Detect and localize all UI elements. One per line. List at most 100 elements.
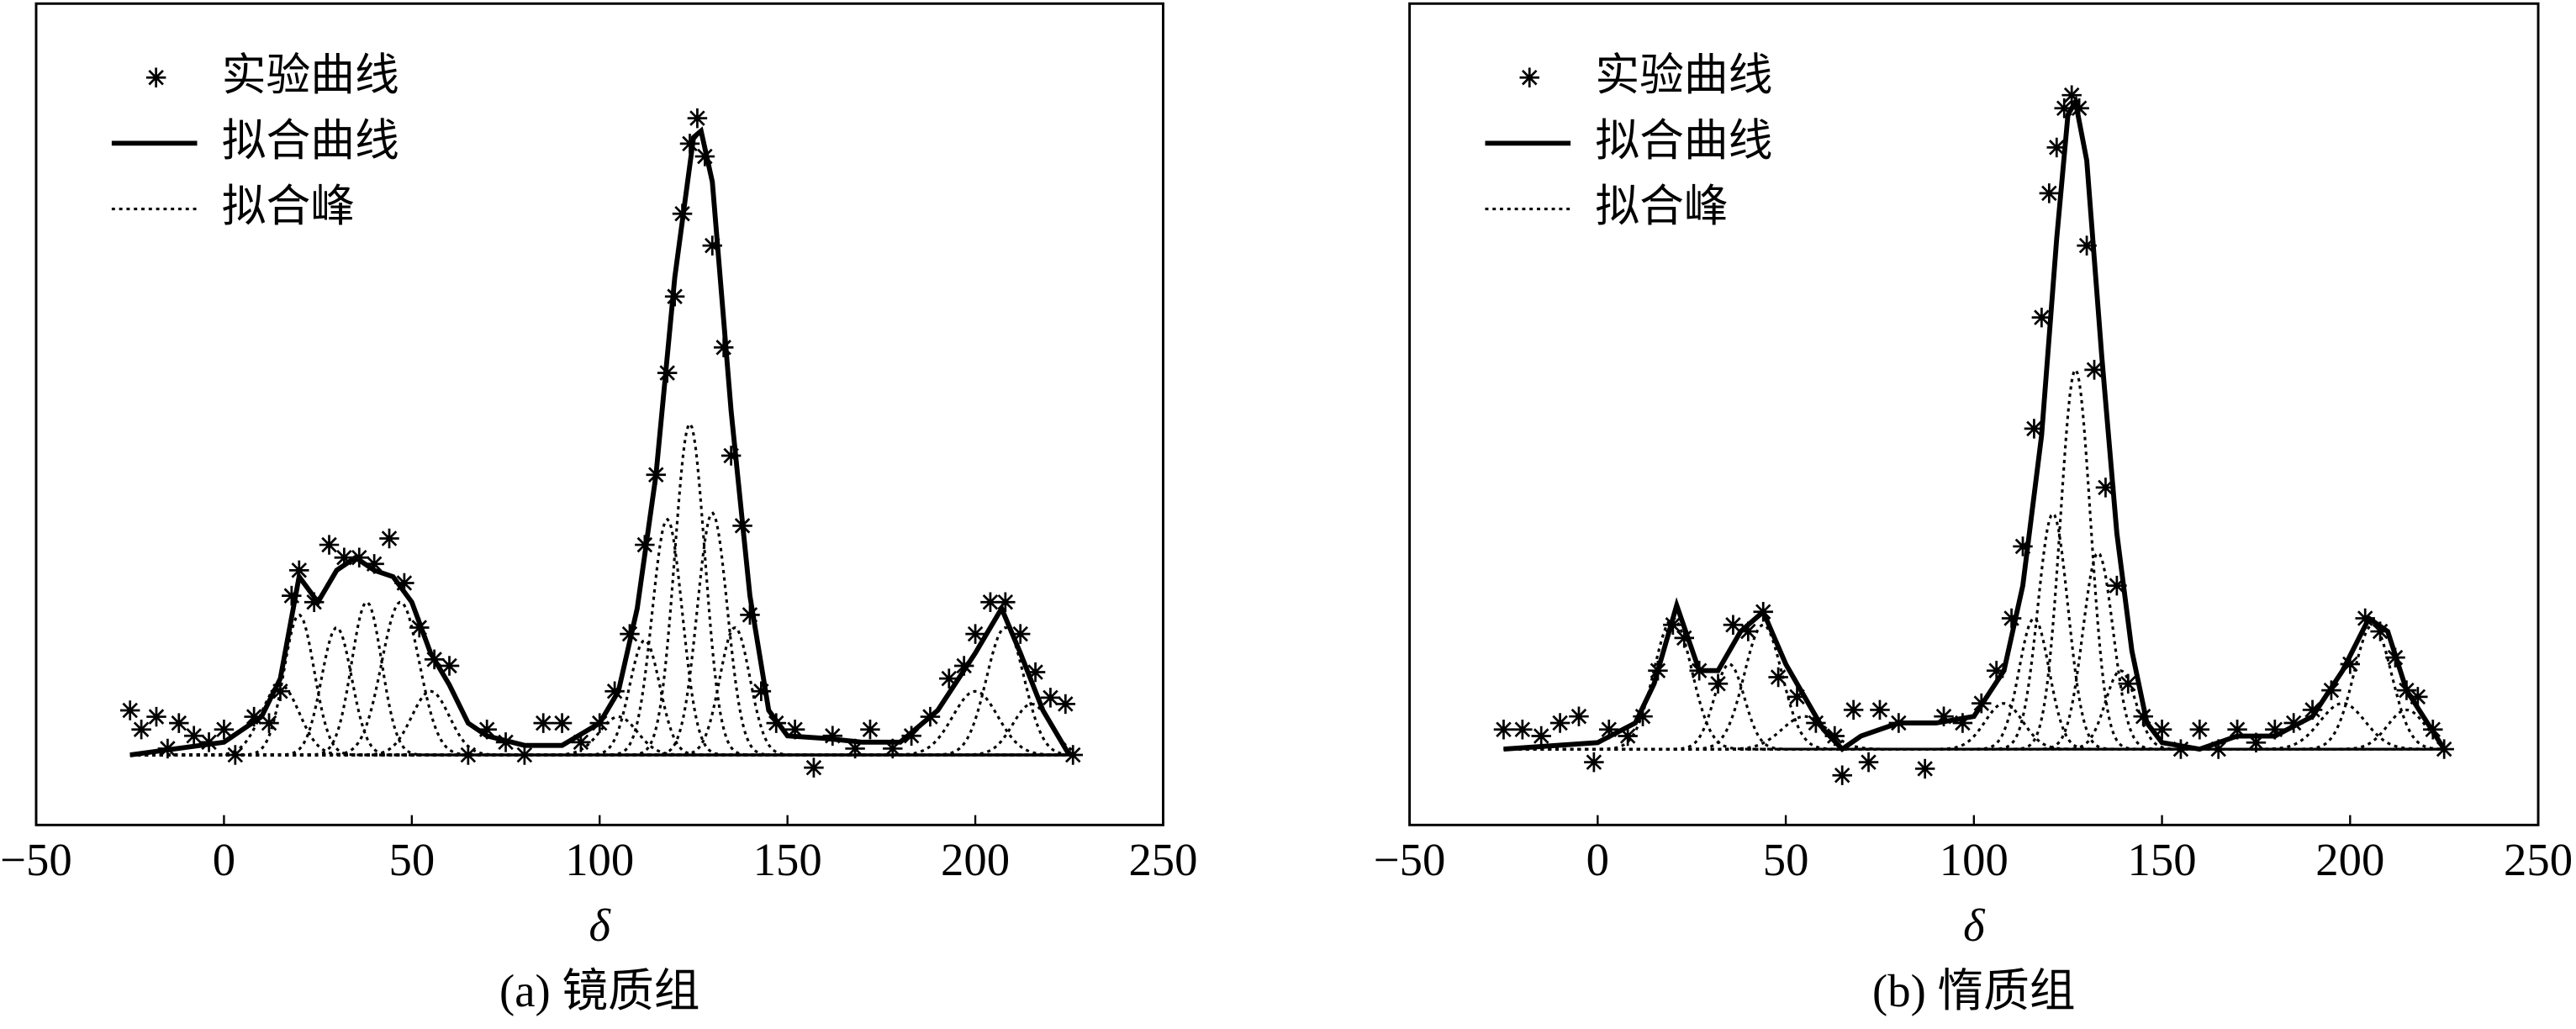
x-tick-label: 200 — [941, 834, 1010, 885]
legend-label: 拟合峰 — [1595, 181, 1728, 232]
legend-marker — [145, 67, 166, 87]
x-tick-label: 150 — [753, 834, 822, 885]
fit-peak — [1503, 616, 2445, 751]
data-point — [2084, 360, 2104, 380]
data-point — [1738, 621, 1759, 641]
legend-label: 拟合峰 — [222, 181, 355, 232]
data-point — [1768, 667, 1788, 688]
caption: (a) 镜质组 — [499, 965, 700, 1016]
legend-label: 实验曲线 — [222, 50, 399, 101]
data-point — [2001, 608, 2022, 629]
fit-peak — [1503, 616, 2445, 751]
data-point — [2340, 654, 2361, 674]
data-point — [679, 134, 700, 154]
data-point — [394, 573, 414, 594]
x-tick-label: 200 — [2315, 834, 2384, 885]
data-point — [2246, 732, 2267, 753]
data-point — [533, 713, 553, 733]
data-point — [1723, 615, 1744, 636]
fit-peak — [1503, 367, 2445, 751]
data-point — [379, 528, 399, 549]
plot-frame — [34, 2, 1164, 826]
x-tick-label: 150 — [2128, 834, 2197, 885]
data-point — [980, 592, 1000, 612]
data-point — [2189, 720, 2210, 740]
fit-curve — [1503, 94, 2447, 752]
data-point — [1618, 726, 1638, 747]
data-point — [477, 719, 497, 740]
data-point — [1986, 661, 2007, 681]
data-point — [2107, 575, 2127, 596]
caption: (b) 惰质组 — [1872, 965, 2076, 1016]
data-point — [1531, 726, 1551, 747]
data-point — [939, 668, 959, 689]
data-point — [822, 726, 843, 747]
data-point — [1914, 758, 1935, 779]
data-point — [439, 656, 460, 676]
data-point — [604, 681, 625, 701]
data-point — [804, 757, 824, 778]
data-point — [702, 235, 723, 256]
data-point — [2013, 536, 2033, 557]
data-point — [289, 560, 309, 581]
data-point — [1824, 726, 1845, 747]
data-point — [244, 706, 264, 727]
plot-frame — [1408, 2, 2540, 826]
data-point — [169, 713, 189, 733]
data-point — [131, 719, 151, 740]
x-tick-label: 250 — [2504, 834, 2573, 885]
data-point — [965, 624, 985, 644]
data-point — [1870, 699, 1890, 720]
data-point — [304, 592, 325, 612]
data-point — [1493, 720, 1514, 740]
data-point — [687, 108, 708, 129]
data-point — [2302, 699, 2323, 720]
data-point — [2077, 235, 2097, 256]
fit-peak — [1503, 708, 2446, 751]
data-point — [259, 713, 279, 733]
data-point — [2039, 183, 2060, 203]
legend-label: 拟合曲线 — [222, 115, 399, 166]
data-point — [146, 706, 166, 727]
data-point — [845, 738, 865, 759]
data-point — [2061, 85, 2082, 105]
data-point — [119, 700, 140, 720]
data-point — [1025, 662, 1046, 683]
fit-peak — [1503, 623, 2445, 751]
x-tick-label: 250 — [1128, 834, 1197, 885]
data-point — [2046, 137, 2067, 158]
data-point — [995, 592, 1016, 612]
data-point — [1952, 713, 1973, 733]
data-point — [2118, 673, 2139, 694]
legend-label: 拟合曲线 — [1595, 115, 1772, 166]
data-point — [2355, 608, 2375, 629]
data-point — [1708, 673, 1729, 694]
fit-peak — [129, 600, 1074, 757]
data-point — [2283, 713, 2304, 733]
data-point — [1934, 706, 1954, 726]
data-point — [214, 719, 235, 740]
fit-curve — [129, 126, 1072, 757]
fit-peak — [129, 601, 1074, 757]
legend-label: 实验曲线 — [1595, 50, 1772, 101]
data-point — [1832, 765, 1852, 785]
data-point — [2095, 478, 2116, 498]
data-point — [1599, 720, 1619, 740]
data-point — [1549, 713, 1570, 733]
data-point — [282, 585, 302, 606]
x-tick-label: 50 — [388, 834, 435, 885]
x-axis-label: δ — [589, 900, 612, 951]
x-tick-label: 0 — [1586, 834, 1609, 885]
data-point — [1512, 720, 1533, 740]
data-point — [2227, 720, 2247, 740]
fit-peak — [129, 702, 1074, 757]
data-point — [1806, 713, 1826, 733]
x-tick-label: 50 — [1763, 834, 1809, 885]
data-point — [2408, 687, 2428, 707]
data-point — [784, 719, 805, 740]
x-tick-label: 0 — [213, 834, 235, 885]
x-tick-label: −50 — [1374, 834, 1446, 885]
